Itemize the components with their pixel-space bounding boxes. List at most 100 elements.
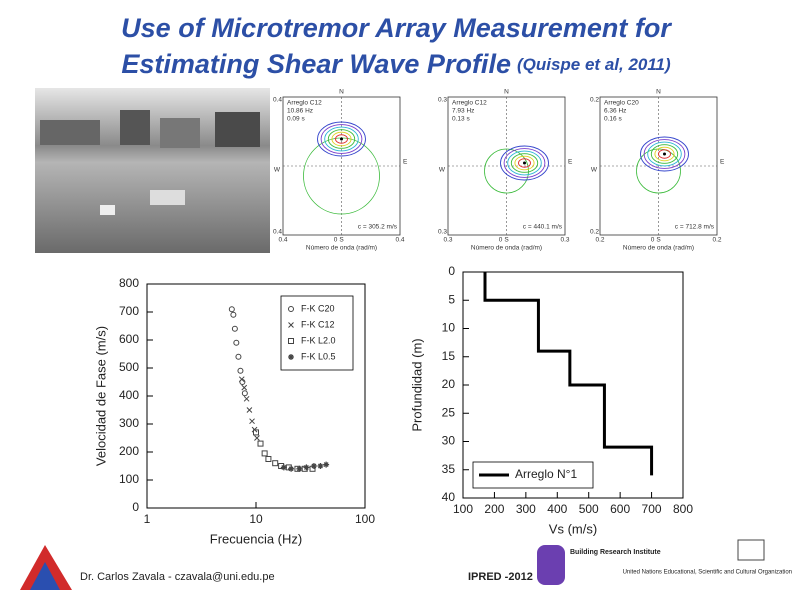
fk-tick: 0.2 bbox=[595, 237, 604, 244]
x-tick-label: 1 bbox=[144, 512, 151, 526]
x-tick-label: 300 bbox=[516, 502, 536, 516]
x-axis-label: Frecuencia (Hz) bbox=[210, 531, 302, 546]
data-point bbox=[230, 311, 237, 318]
legend-label: F-K C20 bbox=[301, 303, 335, 313]
fk-peak bbox=[663, 152, 666, 156]
y-axis-label: Profundidad (m) bbox=[409, 338, 424, 431]
fk-contour bbox=[514, 155, 535, 171]
legend-label: F-K C12 bbox=[301, 319, 335, 329]
title-line-1: Use of Microtremor Array Measurement for bbox=[121, 13, 672, 43]
y-tick-label: 700 bbox=[119, 304, 139, 318]
fk-contour bbox=[654, 146, 675, 162]
data-point bbox=[288, 465, 295, 472]
fk-contour bbox=[335, 134, 348, 144]
fk-east: E bbox=[403, 159, 408, 166]
logo-left-inner bbox=[30, 562, 60, 590]
fk-north: N bbox=[339, 89, 344, 96]
x-tick-label: 500 bbox=[579, 502, 599, 516]
fk-info: Arreglo C12 bbox=[287, 100, 322, 107]
y-tick-label: 400 bbox=[119, 388, 139, 402]
fk-info: Arreglo C12 bbox=[452, 100, 487, 107]
fk-tick: 0.4 bbox=[273, 229, 282, 236]
citation: (Quispe et al, 2011) bbox=[517, 55, 671, 74]
fk-tick: 0.4 bbox=[278, 237, 287, 244]
legend-swatch bbox=[288, 322, 294, 328]
fk-xlabel: Número de onda (rad/m) bbox=[306, 245, 377, 252]
legend-label: F-K L0.5 bbox=[301, 351, 336, 361]
y-tick-label: 800 bbox=[119, 276, 139, 290]
fk-tick: 0.2 bbox=[590, 97, 599, 104]
fk-xlabel: Número de onda (rad/m) bbox=[471, 245, 542, 252]
data-point bbox=[272, 460, 279, 467]
data-point bbox=[241, 384, 248, 391]
fk-south: S bbox=[504, 237, 509, 244]
site-photo bbox=[35, 88, 270, 253]
fk-tick: 0.4 bbox=[273, 97, 282, 104]
fk-velocity: c = 712.8 m/s bbox=[675, 224, 715, 231]
data-point bbox=[303, 464, 310, 471]
data-point bbox=[317, 463, 324, 469]
fk-west: W bbox=[274, 167, 281, 174]
data-point bbox=[323, 461, 330, 468]
y-tick-label: 30 bbox=[442, 434, 456, 448]
fk-contour bbox=[320, 124, 363, 154]
fk-contour bbox=[518, 158, 531, 168]
y-tick-label: 600 bbox=[119, 332, 139, 346]
y-tick-label: 300 bbox=[119, 416, 139, 430]
fk-velocity: c = 305.2 m/s bbox=[358, 224, 398, 231]
fk-tick: 0.3 bbox=[438, 229, 447, 236]
fk-info: 0.13 s bbox=[452, 116, 470, 123]
y-tick-label: 0 bbox=[132, 500, 139, 514]
data-point bbox=[228, 306, 235, 313]
y-tick-label: 15 bbox=[442, 349, 456, 363]
fk-contour bbox=[500, 145, 549, 181]
fk-contour bbox=[327, 129, 356, 149]
data-point bbox=[261, 450, 268, 457]
y-tick-label: 35 bbox=[442, 462, 456, 476]
data-point bbox=[238, 376, 245, 383]
data-point bbox=[241, 390, 248, 397]
data-point bbox=[280, 464, 287, 471]
y-tick-label: 100 bbox=[119, 472, 139, 486]
fk-info: Arreglo C20 bbox=[604, 100, 639, 107]
fk-tick: 0 bbox=[651, 237, 655, 244]
fk-north: N bbox=[656, 89, 661, 96]
y-tick-label: 10 bbox=[442, 321, 456, 335]
fk-west: W bbox=[591, 167, 598, 174]
y-tick-label: 0 bbox=[448, 264, 455, 278]
fk-info: 7.93 Hz bbox=[452, 108, 474, 115]
fk-south: S bbox=[339, 237, 344, 244]
fk-contour bbox=[507, 150, 542, 176]
event: IPRED -2012 bbox=[468, 571, 533, 583]
legend-label: F-K L2.0 bbox=[301, 335, 336, 345]
fk-peak bbox=[340, 137, 343, 141]
data-point bbox=[233, 339, 240, 346]
fk-tick: 0.3 bbox=[438, 97, 447, 104]
data-point bbox=[243, 395, 250, 402]
fk-info: 0.16 s bbox=[604, 116, 622, 123]
x-tick-label: 100 bbox=[453, 502, 473, 516]
fk-info: 0.09 s bbox=[287, 116, 305, 123]
x-tick-label: 800 bbox=[673, 502, 693, 516]
fk-velocity: c = 440.1 m/s bbox=[523, 224, 563, 231]
data-point bbox=[231, 325, 238, 332]
bri-logo bbox=[537, 545, 565, 585]
fk-west: W bbox=[439, 167, 446, 174]
fk-xlabel: Número de onda (rad/m) bbox=[623, 245, 694, 252]
data-point bbox=[235, 353, 242, 360]
x-axis-label: Vs (m/s) bbox=[549, 521, 597, 536]
fk-contour bbox=[510, 153, 539, 173]
legend-label: Arreglo N°1 bbox=[515, 467, 577, 481]
fk-info: 10.86 Hz bbox=[287, 108, 313, 115]
fk-tick: 0.2 bbox=[712, 237, 721, 244]
fk-contour bbox=[317, 121, 366, 157]
legend-swatch bbox=[288, 306, 294, 312]
y-axis-label: Velocidad de Fase (m/s) bbox=[93, 326, 108, 466]
y-tick-label: 5 bbox=[448, 292, 455, 306]
fk-tick: 0.3 bbox=[560, 237, 569, 244]
fk-tick: 0.4 bbox=[395, 237, 404, 244]
